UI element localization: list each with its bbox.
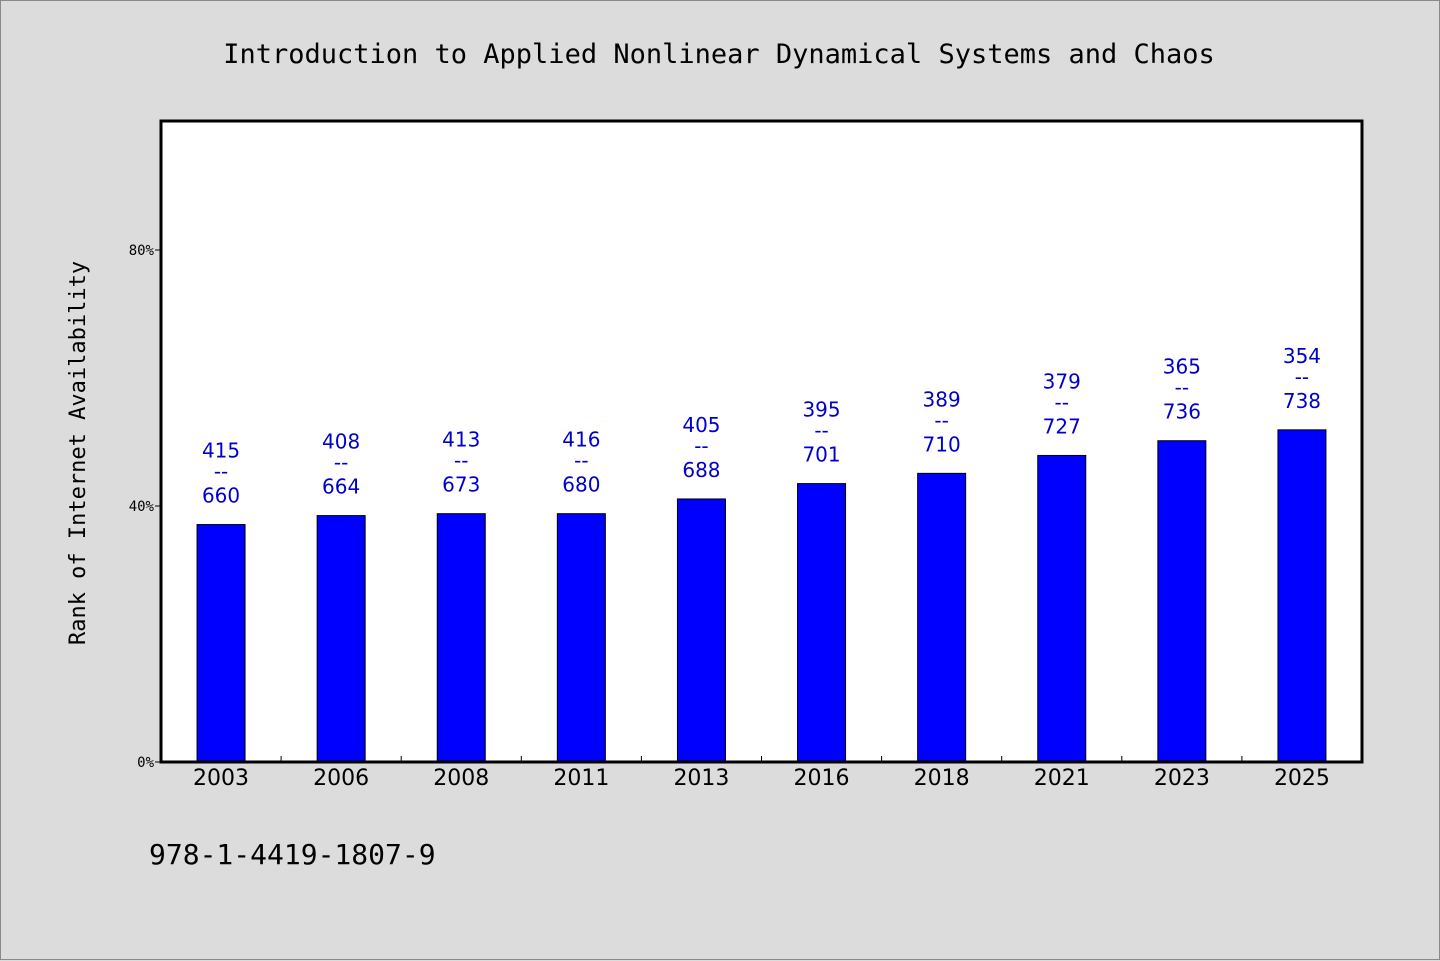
- data-label-separator: --: [694, 434, 708, 458]
- data-label-upper-value: 405: [682, 413, 720, 437]
- data-label-upper-value: 354: [1283, 344, 1321, 368]
- chart-marks: 0%40%80%2003660--4152006664--4082008673-…: [129, 243, 1330, 791]
- x-tick-label: 2003: [193, 766, 249, 791]
- bar: [1157, 440, 1207, 763]
- data-label-lower-value: 701: [802, 443, 840, 467]
- data-label-separator: --: [1055, 390, 1069, 414]
- data-label-upper-value: 365: [1163, 355, 1201, 379]
- bar: [917, 472, 967, 763]
- data-label-separator: --: [1175, 376, 1189, 400]
- data-label-upper-value: 408: [322, 430, 360, 454]
- bar: [1037, 454, 1087, 763]
- data-label-lower-value: 680: [562, 473, 600, 497]
- data-label-separator: --: [814, 419, 828, 443]
- data-label-lower-value: 660: [202, 484, 240, 508]
- data-label-lower-value: 673: [442, 473, 480, 497]
- isbn-footnote: 978-1-4419-1807-9: [149, 838, 436, 871]
- data-label-upper-value: 395: [802, 398, 840, 422]
- bar: [676, 498, 726, 763]
- x-tick-label: 2021: [1034, 766, 1090, 791]
- data-label-lower-value: 664: [322, 475, 360, 499]
- y-tick-label: 0%: [137, 755, 154, 771]
- x-tick-label: 2023: [1154, 766, 1210, 791]
- bar: [1277, 429, 1327, 763]
- bar: [316, 515, 366, 763]
- x-tick-label: 2011: [553, 766, 609, 791]
- data-label-lower-value: 736: [1163, 400, 1201, 424]
- data-label-upper-value: 415: [202, 439, 240, 463]
- x-tick-label: 2016: [794, 766, 850, 791]
- x-tick-label: 2008: [433, 766, 489, 791]
- data-label-lower-value: 710: [923, 432, 961, 456]
- data-label-separator: --: [934, 408, 948, 432]
- data-label-separator: --: [454, 449, 468, 473]
- x-tick-label: 2006: [313, 766, 369, 791]
- data-label-separator: --: [334, 451, 348, 475]
- y-axis-label: Rank of Internet Availability: [66, 261, 91, 645]
- data-label-lower-value: 738: [1283, 389, 1321, 413]
- data-label-upper-value: 413: [442, 428, 480, 452]
- data-label-lower-value: 688: [682, 458, 720, 482]
- x-tick-label: 2018: [914, 766, 970, 791]
- bar: [196, 524, 246, 763]
- bar: [797, 483, 847, 763]
- data-label-separator: --: [1295, 365, 1309, 389]
- data-label-separator: --: [214, 460, 228, 484]
- data-label-upper-value: 416: [562, 428, 600, 452]
- y-tick-label: 40%: [129, 499, 155, 515]
- plot-border: [159, 119, 1364, 764]
- chart-title: Introduction to Applied Nonlinear Dynami…: [223, 39, 1215, 70]
- x-tick-label: 2025: [1274, 766, 1330, 791]
- bar: [436, 513, 486, 763]
- data-label-upper-value: 379: [1043, 369, 1081, 393]
- data-label-upper-value: 389: [923, 387, 961, 411]
- y-tick-label: 80%: [129, 243, 155, 259]
- data-label-separator: --: [574, 449, 588, 473]
- bar: [556, 513, 606, 763]
- data-label-lower-value: 727: [1043, 414, 1081, 438]
- x-tick-label: 2013: [673, 766, 729, 791]
